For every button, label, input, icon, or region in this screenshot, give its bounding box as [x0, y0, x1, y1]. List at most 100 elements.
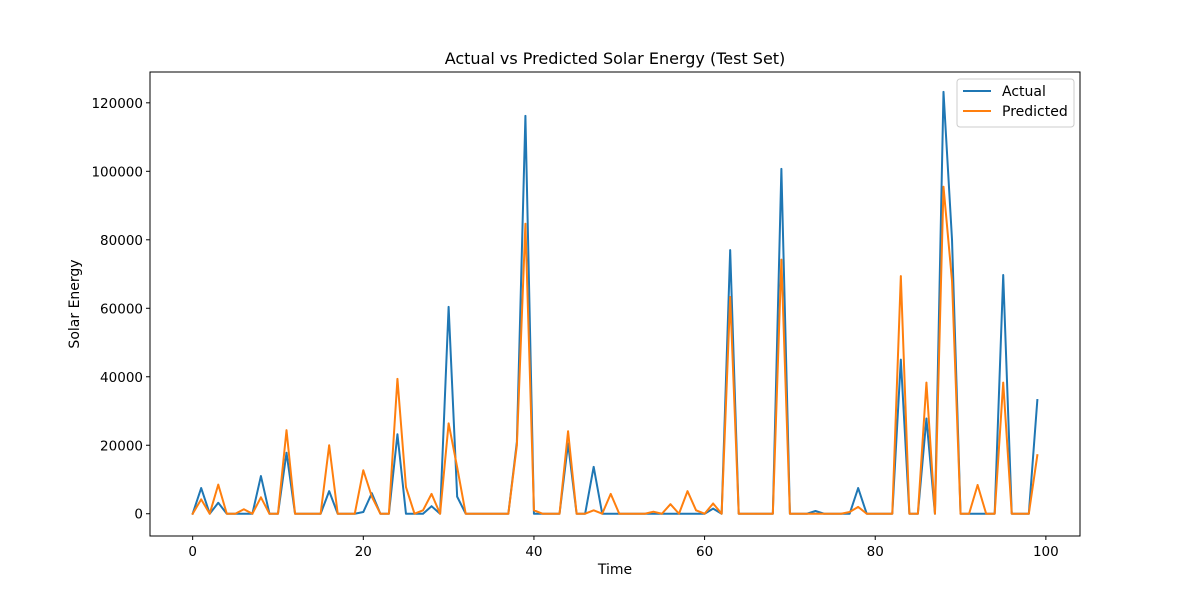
data-point-actual [900, 358, 902, 361]
data-point-predicted [1010, 512, 1013, 515]
x-tick-label: 80 [867, 544, 884, 560]
data-point-predicted [789, 512, 791, 515]
data-point-predicted [780, 258, 783, 261]
data-point-predicted [499, 512, 501, 515]
data-point-predicted [635, 512, 638, 515]
data-point-predicted [413, 512, 416, 515]
data-point-predicted [985, 512, 987, 515]
data-point-predicted [439, 512, 441, 515]
legend-label-predicted: Predicted [1002, 104, 1068, 120]
data-point-predicted [1002, 381, 1005, 384]
data-point-predicted [336, 512, 339, 515]
data-point-actual [942, 91, 945, 93]
data-point-predicted [533, 509, 535, 512]
data-point-predicted [191, 512, 194, 515]
data-point-predicted [720, 512, 723, 515]
data-point-actual [652, 512, 655, 515]
data-point-predicted [447, 422, 450, 425]
y-tick-label: 40000 [100, 370, 143, 386]
data-point-predicted [234, 512, 237, 515]
data-point-predicted [208, 512, 211, 515]
data-point-predicted [243, 508, 245, 511]
data-point-actual [200, 487, 202, 489]
data-point-predicted [652, 510, 655, 513]
data-point-predicted [490, 512, 493, 515]
data-point-predicted [592, 509, 595, 512]
data-point-predicted [558, 512, 561, 515]
data-point-predicted [729, 296, 731, 298]
data-point-predicted [456, 466, 458, 468]
data-point-predicted [669, 503, 672, 505]
data-point-predicted [865, 512, 868, 515]
plot-frame [149, 71, 1081, 537]
x-axis-label: Time [597, 562, 632, 578]
series-group [191, 90, 1039, 516]
data-point-actual [729, 249, 731, 251]
data-point-predicted [908, 512, 911, 515]
data-point-predicted [379, 512, 382, 515]
data-point-actual [712, 507, 714, 510]
x-tick-label: 100 [1033, 544, 1059, 560]
data-point-predicted [814, 512, 817, 515]
data-point-predicted [575, 512, 578, 515]
data-point-predicted [686, 490, 689, 492]
data-point-predicted [260, 496, 262, 499]
data-point-predicted [422, 509, 424, 512]
data-point-predicted [644, 512, 646, 515]
data-point-actual [430, 505, 433, 508]
data-point-predicted [678, 512, 680, 515]
data-point-predicted [609, 493, 612, 495]
data-point-predicted [661, 512, 663, 515]
data-point-predicted [806, 512, 808, 515]
y-tick-label: 60000 [100, 301, 143, 317]
data-point-predicted [1036, 454, 1039, 456]
data-point-actual [260, 475, 262, 477]
data-point-predicted [772, 512, 774, 515]
data-point-predicted [917, 512, 919, 515]
data-point-predicted [746, 512, 749, 515]
y-tick-label: 0 [134, 507, 143, 523]
data-point-predicted [891, 512, 894, 515]
data-point-predicted [703, 512, 706, 515]
x-axis: 0 20 40 60 80 100 [188, 536, 1059, 560]
y-tick-label: 100000 [91, 164, 143, 180]
data-point-predicted [473, 512, 476, 515]
y-tick-label: 20000 [100, 438, 143, 454]
data-point-actual [405, 512, 407, 515]
data-point-actual [814, 510, 817, 512]
data-point-predicted [993, 512, 996, 515]
data-point-actual [686, 512, 689, 515]
data-point-actual [328, 490, 330, 492]
data-point-predicted [524, 222, 527, 225]
data-point-predicted [823, 512, 825, 515]
data-point-predicted [328, 444, 330, 447]
series-line-predicted [191, 185, 1039, 516]
data-point-predicted [217, 483, 220, 486]
data-point-actual [1036, 399, 1039, 401]
data-point-actual [857, 487, 859, 489]
data-point-actual [780, 168, 783, 170]
data-point-predicted [754, 512, 757, 515]
data-point-actual [1002, 274, 1005, 276]
y-tick-label: 80000 [100, 233, 143, 249]
data-point-actual [285, 451, 288, 454]
data-point-predicted [396, 378, 399, 380]
data-point-predicted [900, 275, 902, 277]
data-point-predicted [345, 512, 348, 515]
data-point-actual [533, 512, 535, 515]
data-point-predicted [1019, 512, 1022, 515]
y-axis: 0 20000 40000 60000 80000 100000 120000 [91, 96, 150, 523]
data-point-predicted [277, 512, 279, 515]
data-point-actual [669, 512, 672, 515]
data-point-predicted [618, 512, 621, 515]
data-point-predicted [251, 512, 254, 515]
data-point-predicted [225, 512, 228, 515]
data-point-predicted [959, 512, 962, 515]
data-point-actual [592, 466, 595, 468]
data-point-predicted [311, 512, 313, 515]
x-tick-label: 40 [525, 544, 542, 560]
data-point-predicted [516, 444, 518, 447]
data-point-actual [422, 512, 424, 515]
data-point-predicted [695, 509, 697, 512]
